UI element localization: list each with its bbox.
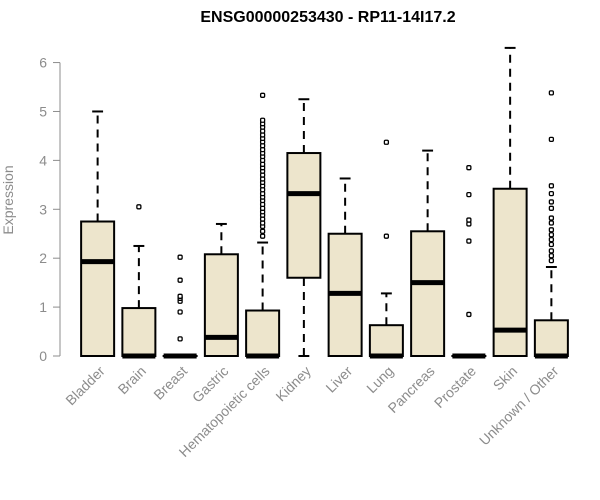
box-group — [245, 92, 281, 359]
outlier-point — [548, 227, 555, 233]
outlier-point — [548, 236, 555, 243]
box-group — [410, 149, 446, 357]
x-tick-label: Brain — [115, 363, 149, 397]
outlier-point — [548, 90, 555, 96]
box-group — [121, 204, 157, 359]
y-axis-label: Expression — [0, 165, 16, 234]
y-axis: 0 1 2 3 4 5 6 — [39, 55, 61, 364]
box — [368, 324, 404, 357]
outlier-point — [177, 277, 183, 283]
box — [245, 309, 281, 357]
outlier-point — [177, 293, 183, 299]
box-group — [533, 90, 569, 359]
outlier-point — [259, 92, 266, 98]
outlier-point — [548, 232, 555, 238]
outlier-point — [548, 136, 555, 142]
x-tick-label: Prostate — [431, 363, 479, 411]
x-tick-label: Bladder — [62, 363, 108, 409]
outlier-point — [177, 254, 183, 260]
outlier-point — [548, 215, 555, 221]
outlier-point — [466, 217, 472, 223]
outlier-point — [548, 190, 555, 197]
y-tick-label: 1 — [39, 299, 47, 315]
box-group — [80, 110, 116, 357]
outlier-point — [466, 191, 472, 198]
outlier-point — [548, 241, 555, 248]
y-tick-label: 0 — [39, 348, 47, 364]
box-group — [162, 254, 198, 359]
box-group — [286, 98, 322, 357]
box — [203, 253, 239, 357]
outlier-point — [548, 248, 555, 254]
x-tick-label: Skin — [490, 363, 521, 394]
y-tick-label: 2 — [39, 250, 47, 266]
box — [80, 220, 116, 357]
chart-title: ENSG00000253430 - RP11-14I17.2 — [200, 9, 455, 26]
box-group — [451, 165, 487, 359]
box — [286, 152, 322, 279]
box — [410, 230, 446, 357]
y-tick-label: 6 — [39, 55, 47, 71]
y-tick-label: 3 — [39, 201, 47, 217]
outlier-point — [548, 183, 555, 189]
outlier-point — [259, 117, 266, 123]
x-tick-label: Liver — [322, 363, 355, 396]
outlier-point — [548, 199, 555, 205]
outlier-point — [466, 165, 472, 171]
box-group — [327, 177, 363, 357]
y-tick-label: 4 — [39, 152, 47, 168]
outlier-point — [177, 336, 183, 342]
outlier-point — [548, 257, 555, 264]
box-group — [368, 139, 404, 359]
x-tick-label: Lung — [363, 363, 396, 396]
outlier-point — [383, 233, 390, 239]
x-tick-label: Breast — [150, 363, 190, 403]
box-group — [492, 46, 528, 357]
outlier-point — [177, 309, 183, 315]
outlier-point — [136, 204, 142, 210]
outlier-point — [466, 238, 472, 244]
outlier-point — [259, 228, 266, 234]
box — [533, 319, 569, 357]
outlier-point — [548, 220, 555, 226]
boxes — [80, 46, 569, 359]
box-group — [203, 222, 239, 357]
outlier-point — [259, 233, 266, 239]
outlier-point — [548, 253, 555, 259]
y-tick-label: 5 — [39, 103, 47, 119]
box — [121, 307, 157, 357]
outlier-point — [548, 205, 555, 211]
outlier-point — [466, 311, 472, 318]
outlier-point — [383, 139, 390, 145]
x-tick-label: Kidney — [272, 363, 314, 405]
